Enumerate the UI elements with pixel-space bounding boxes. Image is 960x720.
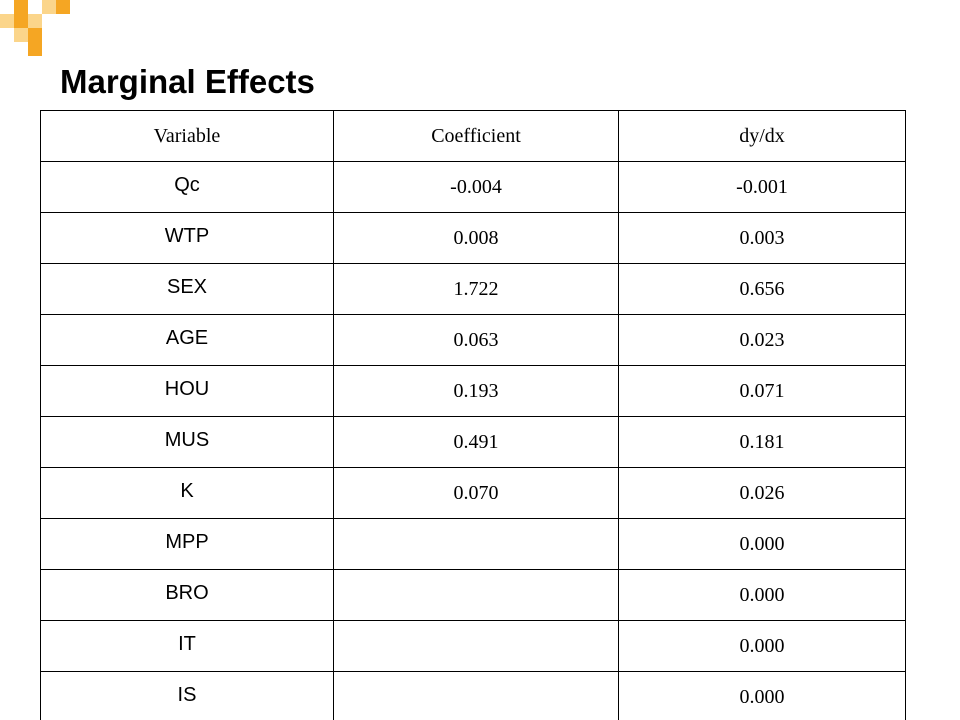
- variable-cell: IT: [40, 620, 334, 672]
- table-row: IS 0.000: [40, 671, 906, 720]
- coefficient-cell: 0.491: [333, 416, 619, 468]
- header-coefficient: Coefficient: [333, 110, 619, 162]
- table-header-row: Variable Coefficient dy/dx: [40, 110, 906, 162]
- variable-cell: SEX: [40, 263, 334, 315]
- dydx-cell: 0.181: [618, 416, 906, 468]
- table-row: WTP 0.008 0.003: [40, 212, 906, 264]
- coefficient-cell: [333, 569, 619, 621]
- variable-cell: K: [40, 467, 334, 519]
- coefficient-cell: 1.722: [333, 263, 619, 315]
- variable-cell: WTP: [40, 212, 334, 264]
- coefficient-cell: 0.008: [333, 212, 619, 264]
- variable-cell: BRO: [40, 569, 334, 621]
- coefficient-cell: 0.193: [333, 365, 619, 417]
- coefficient-cell: [333, 620, 619, 672]
- variable-cell: HOU: [40, 365, 334, 417]
- table-row: HOU 0.193 0.071: [40, 365, 906, 417]
- dydx-cell: 0.656: [618, 263, 906, 315]
- variable-cell: Qc: [40, 161, 334, 213]
- coefficient-cell: -0.004: [333, 161, 619, 213]
- dydx-cell: 0.000: [618, 569, 906, 621]
- variable-cell: MPP: [40, 518, 334, 570]
- table-row: IT 0.000: [40, 620, 906, 672]
- dydx-cell: 0.000: [618, 671, 906, 720]
- header-variable: Variable: [40, 110, 334, 162]
- coefficient-cell: 0.063: [333, 314, 619, 366]
- table-row: SEX 1.722 0.656: [40, 263, 906, 315]
- dydx-cell: 0.000: [618, 620, 906, 672]
- dydx-cell: 0.026: [618, 467, 906, 519]
- marginal-effects-table: Variable Coefficient dy/dx Qc -0.004 -0.…: [40, 110, 906, 720]
- coefficient-cell: 0.070: [333, 467, 619, 519]
- dydx-cell: 0.023: [618, 314, 906, 366]
- table-row: MUS 0.491 0.181: [40, 416, 906, 468]
- dydx-cell: 0.071: [618, 365, 906, 417]
- coefficient-cell: [333, 518, 619, 570]
- coefficient-cell: [333, 671, 619, 720]
- variable-cell: IS: [40, 671, 334, 720]
- corner-decoration: [0, 0, 70, 56]
- table-row: K 0.070 0.026: [40, 467, 906, 519]
- table-row: AGE 0.063 0.023: [40, 314, 906, 366]
- dydx-cell: 0.003: [618, 212, 906, 264]
- variable-cell: MUS: [40, 416, 334, 468]
- table-row: Qc -0.004 -0.001: [40, 161, 906, 213]
- dydx-cell: 0.000: [618, 518, 906, 570]
- table-row: BRO 0.000: [40, 569, 906, 621]
- header-dydx: dy/dx: [618, 110, 906, 162]
- dydx-cell: -0.001: [618, 161, 906, 213]
- variable-cell: AGE: [40, 314, 334, 366]
- table-row: MPP 0.000: [40, 518, 906, 570]
- slide-title: Marginal Effects: [60, 63, 315, 100]
